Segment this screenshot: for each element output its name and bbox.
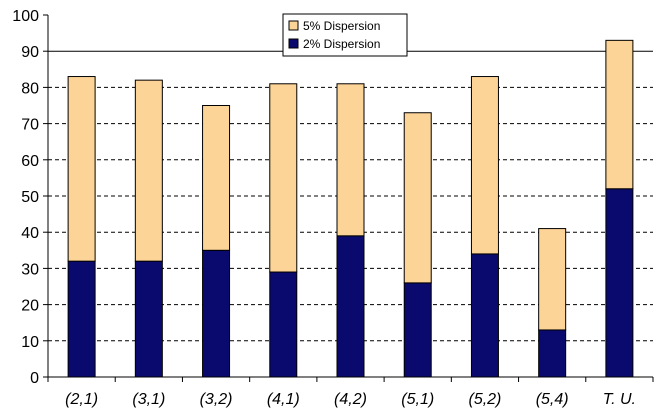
y-tick-label: 30 [21,261,39,278]
bar-segment-five-percent [202,105,231,251]
y-tick-label: 20 [21,298,39,315]
bar-segment-five-percent [470,76,499,255]
bar-segment-five-percent [605,39,634,190]
y-tick-label: 0 [30,370,39,387]
x-tick-label: (5,2) [468,391,501,408]
y-tick-label: 50 [21,189,39,206]
bar-segment-five-percent [538,228,567,331]
x-tick-label: (3,2) [200,391,233,408]
bar-segment-two-percent [134,260,163,378]
legend-swatch [288,38,299,49]
bar-segment-two-percent [269,271,298,378]
legend-swatch [288,20,299,31]
legend-label: 2% Dispersion [303,37,380,51]
legend-box [282,13,408,57]
x-tick-label: (4,1) [267,391,300,408]
y-tick-label: 70 [21,117,39,134]
x-tick-label: (4,2) [334,391,367,408]
x-tick-label: (2,1) [65,391,98,408]
y-tick-label: 10 [21,334,39,351]
y-tick-label: 60 [21,153,39,170]
x-tick-label: T. U. [603,391,636,408]
bar-segment-five-percent [403,112,432,284]
bar-segment-two-percent [202,249,231,378]
y-axis-ticks: 0 10 20 30 40 50 60 70 80 90 100 [12,8,48,387]
x-tick-label: (5,1) [401,391,434,408]
bar-segment-five-percent [336,83,365,237]
legend-label: 5% Dispersion [303,19,380,33]
bar-segment-two-percent [336,235,365,378]
bar-segment-five-percent [67,76,96,262]
x-tick-label: (5,4) [536,391,569,408]
y-tick-label: 90 [21,44,39,61]
y-tick-label: 40 [21,225,39,242]
bar-segment-two-percent [470,253,499,378]
bar-segment-two-percent [67,260,96,378]
bar-segment-two-percent [538,329,567,378]
x-axis-ticks: (2,1) (3,1) (3,2) (4,1) (4,2) (5,1) (5,2) (5,4)… [65,377,654,408]
y-tick-label: 80 [21,80,39,97]
x-tick-label: (3,1) [132,391,165,408]
legend: 5% Dispersion 2% Dispersion [282,13,408,57]
y-tick-label: 100 [12,8,39,25]
bar-segment-two-percent [605,188,634,378]
bar-segment-five-percent [269,83,298,273]
bar-segment-two-percent [403,282,432,378]
bar-segment-five-percent [134,79,163,262]
bars [67,39,634,378]
